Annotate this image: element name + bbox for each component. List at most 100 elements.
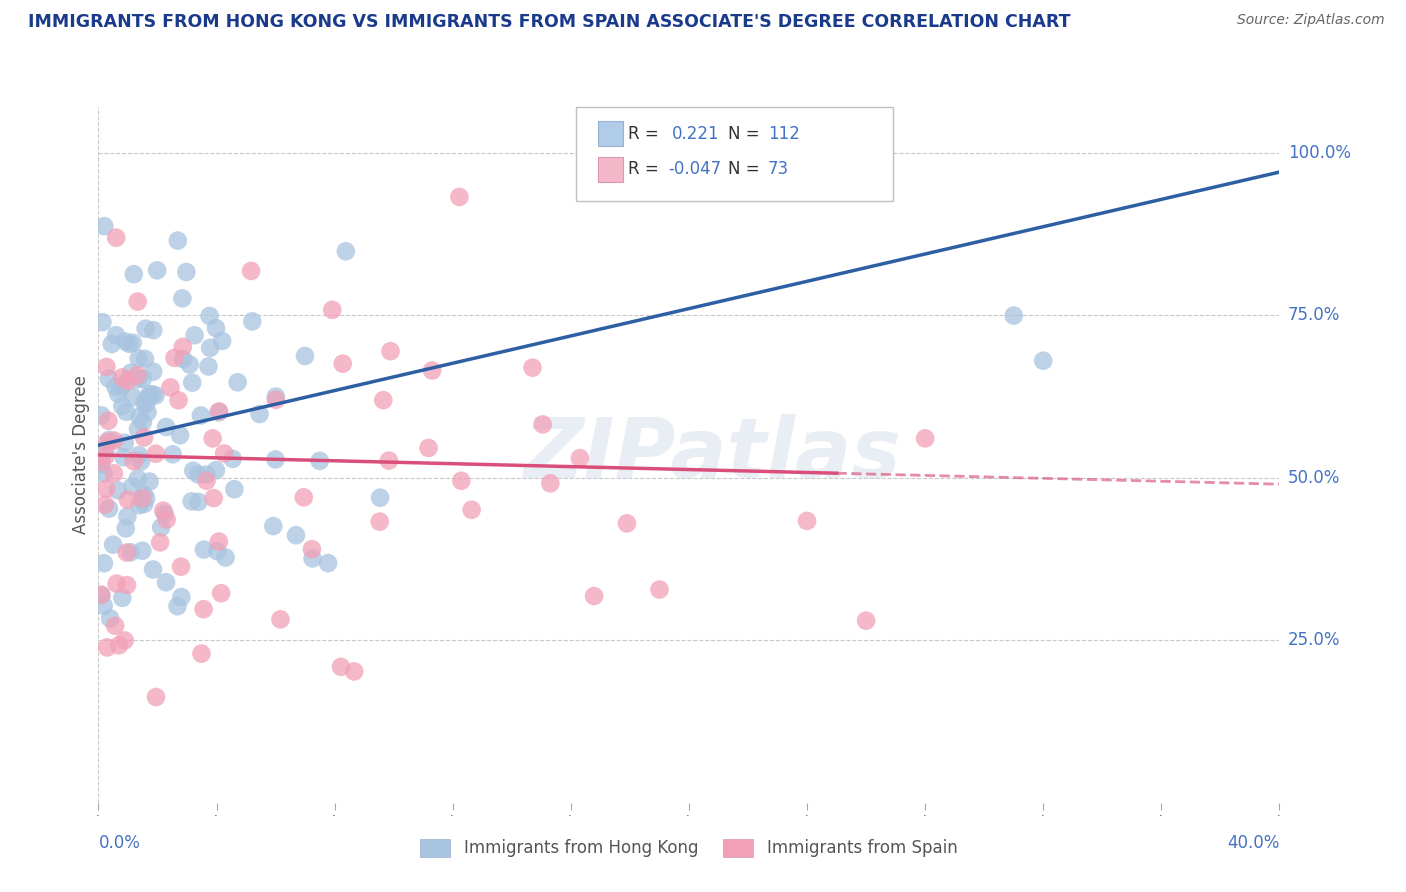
Point xyxy=(117,374,139,388)
Point xyxy=(104,380,127,394)
Point xyxy=(145,388,167,402)
Point xyxy=(195,474,218,488)
Point xyxy=(107,483,129,498)
Point xyxy=(121,480,143,494)
Point xyxy=(132,371,155,385)
Point xyxy=(166,234,188,248)
Point xyxy=(142,323,165,337)
Point xyxy=(117,509,139,524)
Point xyxy=(332,357,354,371)
Point xyxy=(127,422,149,436)
Point xyxy=(214,550,236,565)
Point xyxy=(90,449,112,463)
Text: 25.0%: 25.0% xyxy=(1288,632,1340,649)
Point xyxy=(135,321,157,335)
Point xyxy=(167,393,190,408)
Point xyxy=(115,545,138,559)
Point xyxy=(103,467,125,481)
Point xyxy=(170,559,193,574)
Point xyxy=(134,497,156,511)
Point xyxy=(190,409,212,423)
Point xyxy=(301,542,323,557)
Point xyxy=(93,556,115,570)
Point xyxy=(450,474,472,488)
Point xyxy=(111,370,134,384)
Point xyxy=(180,494,202,508)
Point xyxy=(96,482,118,496)
Point xyxy=(96,640,118,655)
Point xyxy=(198,341,221,355)
Point xyxy=(132,430,155,444)
Point xyxy=(90,409,112,423)
Point xyxy=(212,446,235,460)
Point xyxy=(97,414,120,428)
Text: ZIPatlas: ZIPatlas xyxy=(523,415,901,495)
Point xyxy=(292,491,315,505)
Point xyxy=(145,447,167,461)
Point xyxy=(121,390,143,404)
Point xyxy=(1032,353,1054,368)
Point xyxy=(226,376,249,390)
Point xyxy=(162,447,184,461)
Text: N =: N = xyxy=(728,125,765,143)
Point xyxy=(155,420,177,434)
Point xyxy=(301,551,323,566)
Point xyxy=(131,491,153,506)
Point xyxy=(330,660,353,674)
Text: R =: R = xyxy=(628,161,665,178)
Point xyxy=(264,452,287,467)
Point xyxy=(145,690,167,704)
Point xyxy=(207,544,229,558)
Point xyxy=(90,588,112,602)
Point xyxy=(153,507,176,521)
Point xyxy=(155,575,177,590)
Point xyxy=(105,576,128,591)
Point xyxy=(132,415,155,429)
Point xyxy=(373,393,395,408)
Point xyxy=(172,340,194,354)
Y-axis label: Associate's Degree: Associate's Degree xyxy=(72,376,90,534)
Point xyxy=(187,467,209,482)
Text: IMMIGRANTS FROM HONG KONG VS IMMIGRANTS FROM SPAIN ASSOCIATE'S DEGREE CORRELATIO: IMMIGRANTS FROM HONG KONG VS IMMIGRANTS … xyxy=(28,13,1070,31)
Point xyxy=(101,538,124,552)
Point xyxy=(262,519,284,533)
Point xyxy=(136,390,159,404)
Point xyxy=(115,405,138,419)
Point xyxy=(172,352,194,367)
Point xyxy=(139,387,162,401)
Point xyxy=(190,647,212,661)
Point xyxy=(131,543,153,558)
Point xyxy=(136,405,159,419)
Text: 73: 73 xyxy=(768,161,789,178)
Text: 75.0%: 75.0% xyxy=(1288,306,1340,324)
Point xyxy=(418,441,440,455)
Point xyxy=(166,599,188,614)
Point xyxy=(855,614,877,628)
Point xyxy=(202,491,225,505)
Point xyxy=(127,372,149,386)
Point xyxy=(264,390,287,404)
Point xyxy=(368,491,391,505)
Point xyxy=(269,612,291,626)
Point xyxy=(538,476,561,491)
Point xyxy=(122,267,145,281)
Point xyxy=(98,501,121,516)
Point xyxy=(583,589,606,603)
Point xyxy=(127,294,149,309)
Point xyxy=(114,436,136,450)
Point xyxy=(796,514,818,528)
Point xyxy=(205,463,228,477)
Point xyxy=(222,451,245,466)
Point xyxy=(321,302,343,317)
Point xyxy=(121,335,143,350)
Point xyxy=(98,611,121,625)
Point xyxy=(150,520,173,534)
Point xyxy=(249,407,271,421)
Point xyxy=(135,491,157,505)
Point xyxy=(420,363,443,377)
Point xyxy=(155,512,177,526)
Point xyxy=(181,464,204,478)
Point xyxy=(120,545,142,559)
Point xyxy=(100,337,122,351)
Point xyxy=(128,498,150,512)
